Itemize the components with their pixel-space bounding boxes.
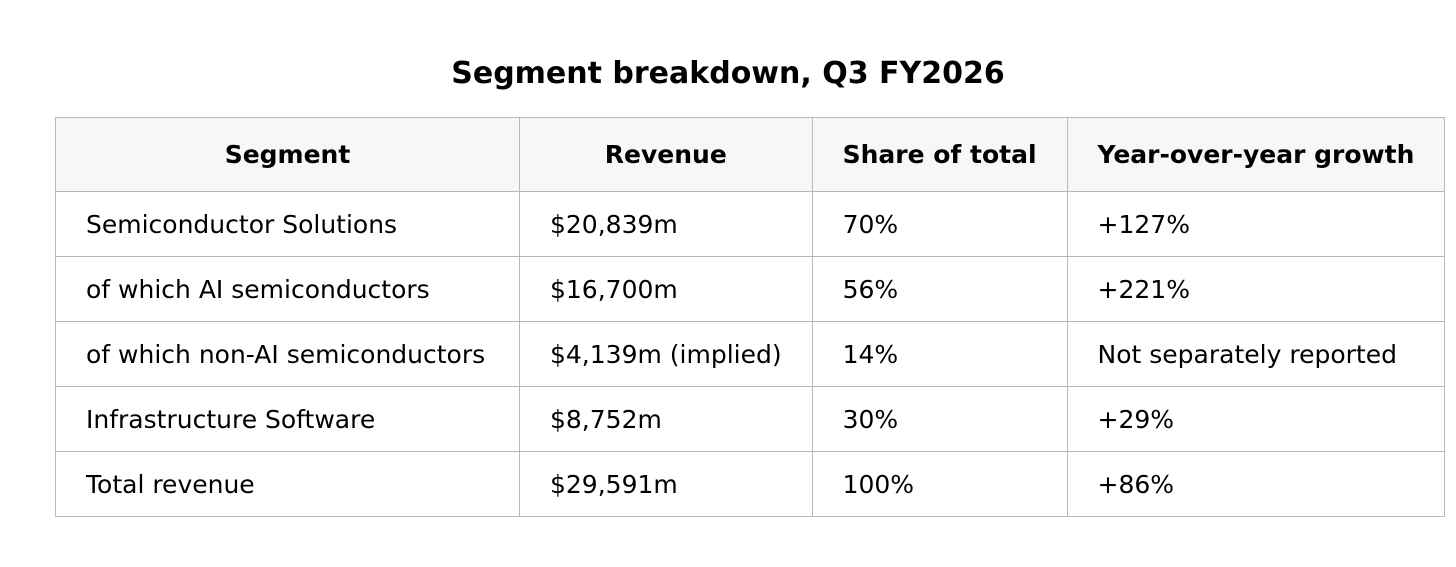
growth-cell: +127% bbox=[1066, 191, 1446, 257]
table-row: Total revenue $29,591m 100% +86% bbox=[55, 451, 1446, 517]
share-cell: 30% bbox=[811, 386, 1068, 452]
table-row: of which AI semiconductors $16,700m 56% … bbox=[55, 256, 1446, 322]
table-header-row: Segment Revenue Share of total Year-over… bbox=[55, 117, 1446, 192]
header-revenue: Revenue bbox=[519, 117, 813, 192]
segment-table: Segment Revenue Share of total Year-over… bbox=[55, 117, 1446, 517]
table-row: of which non-AI semiconductors $4,139m (… bbox=[55, 321, 1446, 387]
share-cell: 100% bbox=[811, 451, 1068, 517]
growth-cell: +86% bbox=[1066, 451, 1446, 517]
table-title: Segment breakdown, Q3 FY2026 bbox=[451, 56, 1005, 91]
header-yoy-growth: Year-over-year growth bbox=[1066, 117, 1446, 192]
growth-cell: +29% bbox=[1066, 386, 1446, 452]
revenue-cell: $29,591m bbox=[519, 451, 813, 517]
revenue-cell: $4,139m (implied) bbox=[519, 321, 813, 387]
revenue-cell: $8,752m bbox=[519, 386, 813, 452]
segment-cell: of which AI semiconductors bbox=[55, 256, 520, 322]
share-cell: 70% bbox=[811, 191, 1068, 257]
share-cell: 56% bbox=[811, 256, 1068, 322]
table-row: Infrastructure Software $8,752m 30% +29% bbox=[55, 386, 1446, 452]
table-row: Semiconductor Solutions $20,839m 70% +12… bbox=[55, 191, 1446, 257]
growth-cell: +221% bbox=[1066, 256, 1446, 322]
segment-cell: Semiconductor Solutions bbox=[55, 191, 520, 257]
share-cell: 14% bbox=[811, 321, 1068, 387]
revenue-cell: $16,700m bbox=[519, 256, 813, 322]
segment-cell: Infrastructure Software bbox=[55, 386, 520, 452]
revenue-cell: $20,839m bbox=[519, 191, 813, 257]
segment-cell: Total revenue bbox=[55, 451, 520, 517]
segment-cell: of which non-AI semiconductors bbox=[55, 321, 520, 387]
header-share-of-total: Share of total bbox=[811, 117, 1068, 192]
growth-cell: Not separately reported bbox=[1066, 321, 1446, 387]
header-segment: Segment bbox=[55, 117, 520, 192]
